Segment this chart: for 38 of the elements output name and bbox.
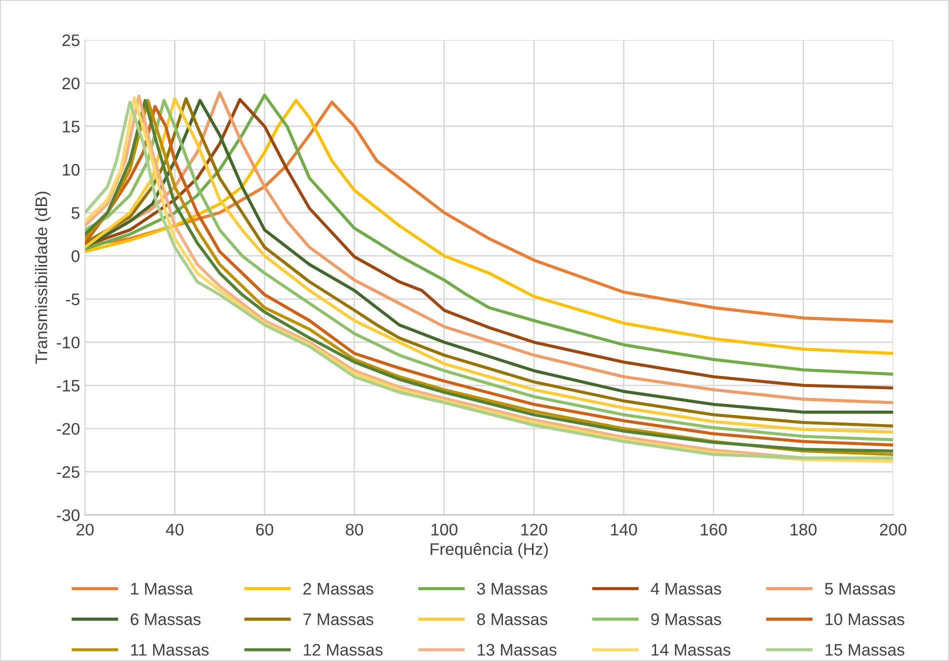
y-tick-label: -20 xyxy=(56,422,80,435)
legend-label: 5 Massas xyxy=(825,583,896,595)
legend-label: 2 Massas xyxy=(303,582,374,595)
legend-label: 12 Massas xyxy=(304,644,383,656)
y-tick-label: -30 xyxy=(56,509,80,522)
x-axis-title: Frequência (Hz) xyxy=(430,542,548,558)
legend-label: 9 Massas xyxy=(651,613,722,626)
y-tick-label: 10 xyxy=(62,164,80,176)
x-tick-label: 60 xyxy=(256,524,274,536)
y-tick-label: 5 xyxy=(72,207,80,219)
y-tick-label: 15 xyxy=(62,120,80,133)
x-tick-label: 160 xyxy=(700,524,727,536)
x-tick-label: 40 xyxy=(166,524,184,536)
legend-label: 3 Massas xyxy=(477,582,548,595)
x-tick-label: 120 xyxy=(521,524,548,536)
y-tick-label: 0 xyxy=(72,250,80,262)
x-tick-label: 80 xyxy=(346,524,364,536)
y-tick-label: -10 xyxy=(56,336,80,348)
y-tick-label: -5 xyxy=(66,294,80,306)
x-tick-label: 140 xyxy=(611,524,637,536)
x-tick-label: 180 xyxy=(790,524,817,536)
x-tick-label: 100 xyxy=(432,524,458,536)
legend-label: 1 Massa xyxy=(131,583,193,595)
legend-label: 13 Massas xyxy=(478,644,556,656)
legend-label: 8 Massas xyxy=(477,613,548,626)
x-tick-label: 200 xyxy=(880,524,906,536)
legend-label: 14 Massas xyxy=(652,644,730,656)
legend-label: 10 Massas xyxy=(826,613,904,626)
legend-label: 7 Massas xyxy=(303,614,374,626)
legend-label: 11 Massas xyxy=(131,644,209,656)
y-tick-label: 20 xyxy=(62,78,80,90)
legend-label: 15 Massas xyxy=(826,644,904,656)
legend-label: 4 Massas xyxy=(650,583,722,595)
y-tick-label: -25 xyxy=(56,466,80,478)
y-tick-label: 25 xyxy=(62,34,80,46)
y-tick-label: -15 xyxy=(56,380,80,392)
y-axis-title: Transmissibilidade (dB) xyxy=(34,192,51,364)
legend-label: 6 Massas xyxy=(130,613,201,626)
